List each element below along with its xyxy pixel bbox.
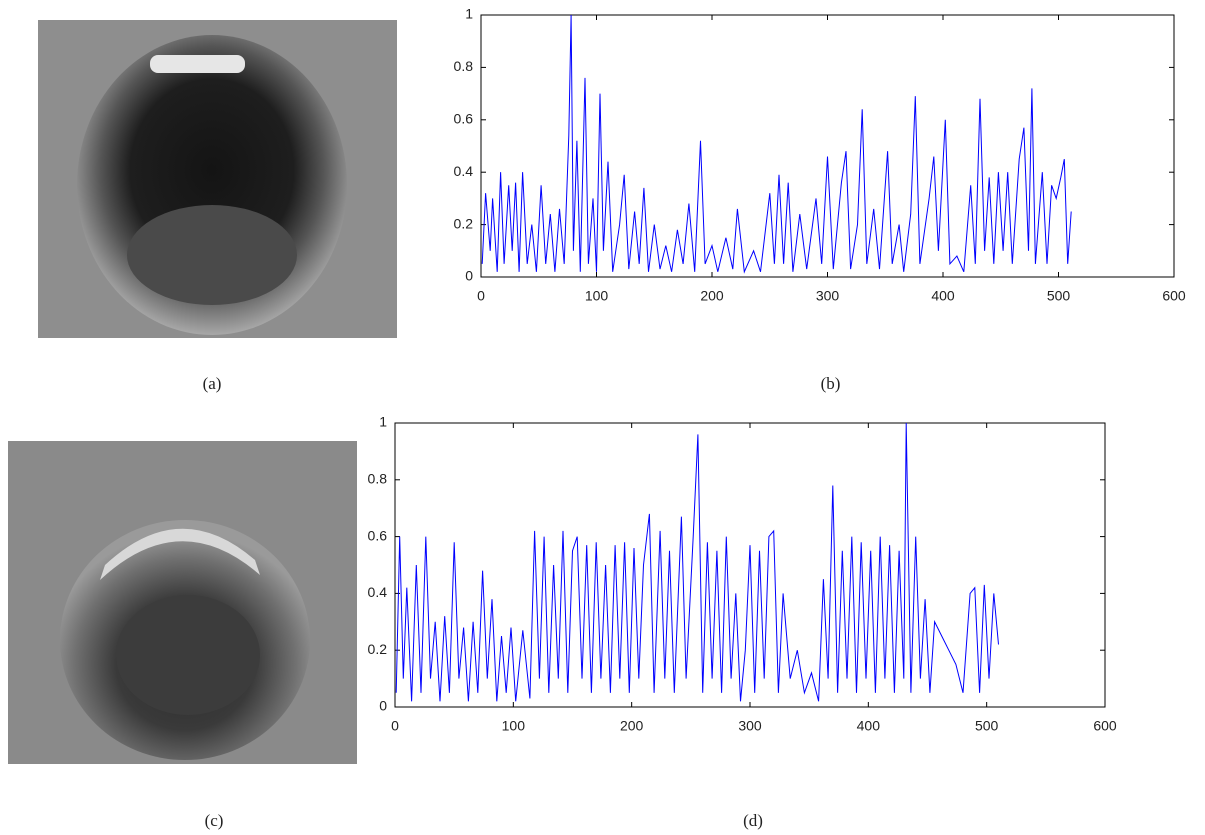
caption: (d) — [743, 811, 763, 830]
y-tick-label: 0.2 — [368, 641, 388, 657]
x-tick-label: 300 — [816, 288, 840, 304]
y-tick-label: 1 — [465, 6, 473, 22]
y-tick-label: 0.4 — [454, 163, 474, 179]
x-tick-label: 600 — [1162, 288, 1186, 304]
x-tick-label: 0 — [391, 718, 399, 734]
photo-c — [8, 441, 357, 764]
data-line — [395, 422, 999, 702]
x-tick-label: 600 — [1093, 718, 1117, 734]
y-tick-label: 0.6 — [368, 527, 388, 543]
x-tick-label: 200 — [700, 288, 724, 304]
plot-area — [480, 14, 1175, 278]
x-tick-label: 100 — [502, 718, 526, 734]
y-tick-label: 0 — [379, 698, 387, 714]
y-tick-label: 1 — [379, 414, 387, 430]
caption: (b) — [821, 374, 841, 393]
photo-a — [38, 20, 397, 338]
y-tick-label: 0.8 — [368, 471, 388, 487]
caption: (c) — [205, 811, 224, 830]
y-tick-label: 0.2 — [454, 215, 474, 231]
y-tick-label: 0.6 — [454, 111, 474, 127]
y-tick-label: 0.8 — [454, 58, 474, 74]
caption: (a) — [203, 374, 222, 393]
x-tick-label: 500 — [1047, 288, 1071, 304]
x-tick-label: 100 — [585, 288, 609, 304]
data-line — [481, 14, 1072, 274]
x-tick-label: 500 — [975, 718, 999, 734]
x-tick-label: 400 — [857, 718, 881, 734]
x-tick-label: 0 — [477, 288, 485, 304]
plot-area — [394, 422, 1106, 708]
x-tick-label: 400 — [931, 288, 955, 304]
x-tick-label: 200 — [620, 718, 644, 734]
y-tick-label: 0.4 — [368, 584, 388, 600]
x-tick-label: 300 — [738, 718, 762, 734]
y-tick-label: 0 — [465, 268, 473, 284]
